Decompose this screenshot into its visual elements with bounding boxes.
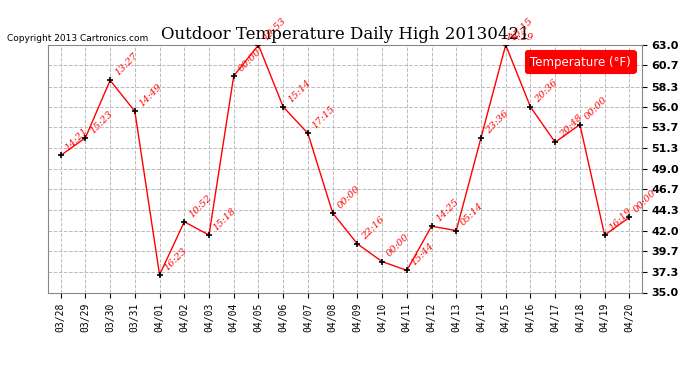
Text: 14:25: 14:25 <box>434 197 461 223</box>
Text: 10:52: 10:52 <box>187 193 213 219</box>
Text: 14:21: 14:21 <box>63 126 90 153</box>
Text: 17:15: 17:15 <box>310 104 337 130</box>
Text: 00:00: 00:00 <box>632 188 658 214</box>
Text: 15:14: 15:14 <box>286 78 313 104</box>
Text: 15:23: 15:23 <box>88 109 115 135</box>
Text: 14:29: 14:29 <box>505 33 533 42</box>
Text: 15:18: 15:18 <box>212 206 238 232</box>
Text: 16:23: 16:23 <box>162 246 188 272</box>
Text: 20:36: 20:36 <box>533 78 560 104</box>
Text: 05:14: 05:14 <box>459 201 485 228</box>
Text: 00:00: 00:00 <box>582 95 609 122</box>
Text: 19:53: 19:53 <box>262 16 288 42</box>
Text: 15:44: 15:44 <box>410 241 436 268</box>
Title: Outdoor Temperature Daily High 20130421: Outdoor Temperature Daily High 20130421 <box>161 27 529 44</box>
Text: 15:15: 15:15 <box>509 16 535 42</box>
Text: 13:27: 13:27 <box>113 51 139 78</box>
Text: 00:00: 00:00 <box>237 47 263 73</box>
Text: 00:00: 00:00 <box>385 232 411 259</box>
Text: 14:49: 14:49 <box>137 82 164 108</box>
Text: 20:48: 20:48 <box>558 113 584 140</box>
Text: 23:36: 23:36 <box>484 109 510 135</box>
Text: Copyright 2013 Cartronics.com: Copyright 2013 Cartronics.com <box>7 34 148 43</box>
Text: 16:19: 16:19 <box>607 206 633 232</box>
Text: 22:16: 22:16 <box>360 215 386 241</box>
Text: 00:00: 00:00 <box>335 184 362 210</box>
Legend: Temperature (°F): Temperature (°F) <box>526 51 635 74</box>
